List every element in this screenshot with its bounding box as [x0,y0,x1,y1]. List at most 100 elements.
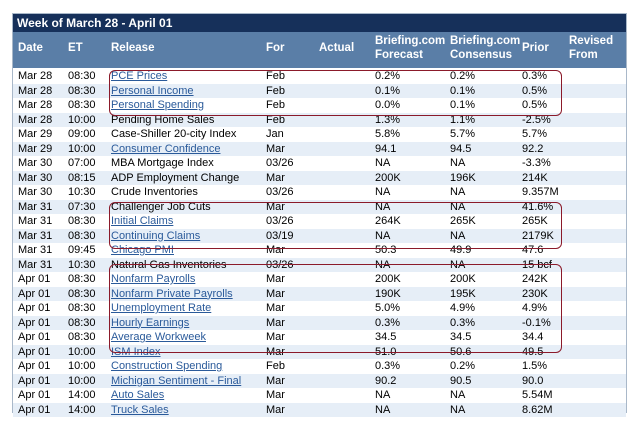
cell-for: Mar [261,388,314,403]
cell-release: Crude Inventories [106,185,261,200]
table-row: Mar 31 09:45 Chicago PMI Mar 50.3 49.9 47.6 [13,243,626,258]
cell-et: 08:30 [63,286,106,301]
header-prior: Prior [522,42,549,54]
cell-date: Mar 28 [13,83,63,98]
cell-revised [564,257,626,272]
cell-revised [564,301,626,316]
cell-consensus: 0.1% [445,98,517,113]
release-link[interactable]: Initial Claims [111,215,174,227]
cell-date: Mar 31 [13,228,63,243]
release-link[interactable]: Nonfarm Private Payrolls [111,287,233,300]
cell-forecast: NA [370,402,445,417]
cell-date: Apr 01 [13,272,63,287]
cell-actual [314,330,370,345]
release-link[interactable]: Truck Sales [111,403,169,416]
header-date: Date [18,42,43,54]
release-link[interactable]: ISM Index [111,345,161,358]
table-row: Apr 01 14:00 Auto Sales Mar NA NA 5.54M [13,388,626,403]
cell-et: 08:30 [63,98,106,113]
cell-prior: -3.3% [517,156,564,171]
cell-consensus: 195K [445,286,517,301]
cell-forecast: 5.8% [370,127,445,142]
cell-consensus: 34.5 [445,330,517,345]
cell-release: Case-Shiller 20-city Index [106,127,261,142]
table-header: Date ET Release For Actual Briefing.com … [13,32,626,68]
cell-for: 03/26 [261,257,314,272]
cell-prior: 9.357M [517,185,564,200]
header-consensus-line2: Consensus [450,49,512,61]
cell-for: Mar [261,243,314,258]
header-consensus: Briefing.com Consensus [450,34,520,62]
release-link[interactable]: Average Workweek [111,331,206,343]
table-row: Mar 28 10:00 Pending Home Sales Feb 1.3% 1.1%… [13,112,626,127]
table-row: Mar 28 08:30 Personal Income Feb 0.1% 0.1% 0.5… [13,83,626,98]
cell-et: 08:30 [63,330,106,345]
cell-release: Natural Gas Inventories [106,257,261,272]
table-row: Mar 29 10:00 Consumer Confidence Mar 94.1 94.… [13,141,626,156]
cell-forecast: NA [370,388,445,403]
table-row: Apr 01 10:00 ISM Index Mar 51.0 50.6 49.5 [13,344,626,359]
cell-revised [564,330,626,345]
cell-forecast: 200K [370,170,445,185]
cell-consensus: 265K [445,214,517,229]
cell-forecast: 190K [370,286,445,301]
cell-revised [564,388,626,403]
cell-for: 03/26 [261,185,314,200]
cell-for: Feb [261,359,314,374]
release-link[interactable]: Personal Income [111,84,194,97]
cell-consensus: 0.2% [445,359,517,374]
cell-actual [314,373,370,388]
cell-for: Mar [261,344,314,359]
cell-revised [564,98,626,113]
cell-consensus: 0.3% [445,315,517,330]
cell-revised [564,69,626,84]
cell-actual [314,170,370,185]
cell-actual [314,141,370,156]
release-link[interactable]: Auto Sales [111,389,165,401]
cell-date: Mar 30 [13,185,63,200]
cell-date: Apr 01 [13,373,63,388]
cell-for: Mar [261,141,314,156]
cell-prior: 4.9% [517,301,564,316]
release-link[interactable]: Hourly Earnings [111,316,190,329]
cell-forecast: NA [370,156,445,171]
cell-actual [314,315,370,330]
cell-forecast: 90.2 [370,373,445,388]
cell-consensus: 200K [445,272,517,287]
cell-revised [564,272,626,287]
cell-consensus: 90.5 [445,373,517,388]
release-link[interactable]: Continuing Claims [111,229,201,242]
cell-for: Mar [261,402,314,417]
cell-prior: 49.5 [517,344,564,359]
release-link[interactable]: Michigan Sentiment - Final [111,374,242,387]
header-revised-line1: Revised [569,35,614,47]
release-link[interactable]: Consumer Confidence [111,142,221,155]
cell-forecast: 0.0% [370,98,445,113]
table-row: Mar 30 10:30 Crude Inventories 03/26 NA NA 9.3… [13,185,626,200]
release-link[interactable]: PCE Prices [111,70,168,82]
cell-forecast: NA [370,185,445,200]
cell-forecast: 0.1% [370,83,445,98]
cell-for: Mar [261,301,314,316]
release-link[interactable]: Unemployment Rate [111,302,212,314]
cell-prior: 8.62M [517,402,564,417]
release-link[interactable]: Nonfarm Payrolls [111,273,196,285]
cell-actual [314,388,370,403]
release-link[interactable]: Personal Spending [111,99,204,111]
cell-release: Average Workweek [106,330,261,345]
cell-date: Mar 31 [13,199,63,214]
cell-consensus: 0.1% [445,83,517,98]
cell-forecast: 0.3% [370,315,445,330]
cell-for: Feb [261,112,314,127]
cell-release: Hourly Earnings [106,315,261,330]
cell-forecast: NA [370,199,445,214]
cell-date: Mar 29 [13,141,63,156]
cell-forecast: 94.1 [370,141,445,156]
release-link[interactable]: Chicago PMI [111,244,174,256]
cell-actual [314,228,370,243]
header-consensus-line1: Briefing.com [450,35,521,47]
cell-et: 10:00 [63,344,106,359]
cell-for: Feb [261,69,314,84]
cell-consensus: NA [445,402,517,417]
release-link[interactable]: Construction Spending [111,360,223,372]
